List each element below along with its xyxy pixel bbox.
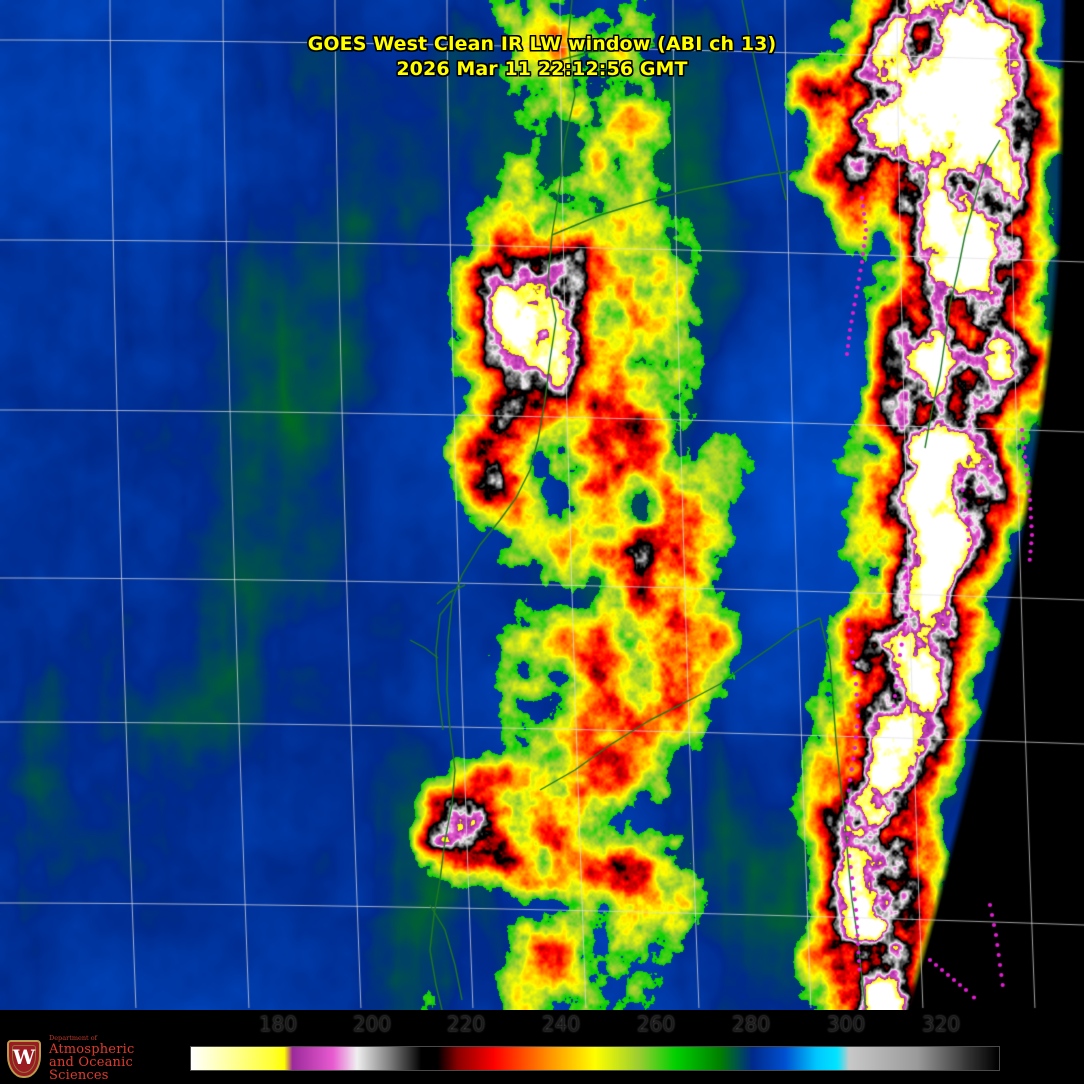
colorbar-tick-220: 220 <box>446 1012 486 1036</box>
uw-crest-icon: W <box>5 1038 43 1080</box>
colorbar-tick-260: 260 <box>636 1012 676 1036</box>
logo-line-oceanic: and Oceanic Sciences <box>49 1055 133 1084</box>
colorbar-tick-labels: 180 200 220 240 260 280 300 320 <box>0 1005 1084 1045</box>
colorbar-tick-200: 200 <box>352 1012 392 1036</box>
colorbar-tick-180: 180 <box>258 1012 298 1036</box>
satellite-image-panel[interactable] <box>0 0 1084 1010</box>
ir-brightness-temperature-heatmap[interactable] <box>0 0 1084 1010</box>
colorbar-gradient <box>191 1047 999 1070</box>
colorbar[interactable] <box>190 1046 1000 1071</box>
crest-letter: W <box>12 1044 36 1069</box>
colorbar-tick-300: 300 <box>826 1012 866 1036</box>
colorbar-tick-280: 280 <box>731 1012 771 1036</box>
uw-aos-logo[interactable]: W Department of Atmospheric and Oceanic … <box>0 1033 163 1084</box>
colorbar-tick-320: 320 <box>921 1012 961 1036</box>
logo-line-atmospheric: Atmospheric <box>49 1042 135 1058</box>
logo-department-label: Department of <box>49 1033 98 1042</box>
colorbar-tick-240: 240 <box>541 1012 581 1036</box>
colorbar-area: 180 200 220 240 260 280 300 320 <box>0 1005 1084 1084</box>
logo-text: Department of Atmospheric and Oceanic Sc… <box>49 1035 163 1083</box>
